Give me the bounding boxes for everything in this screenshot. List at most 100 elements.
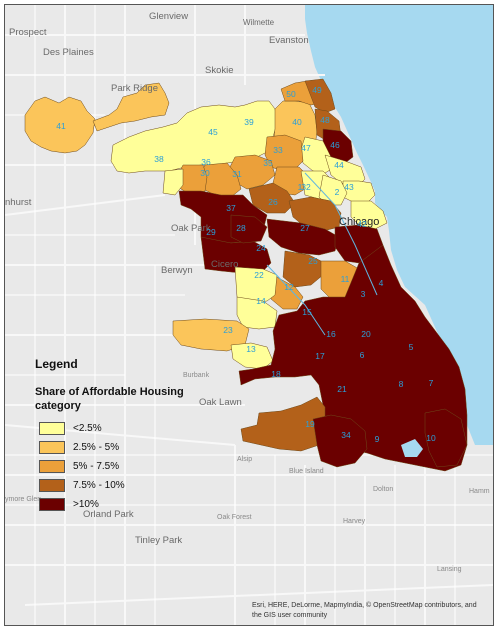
ward-number: 18 — [271, 369, 281, 379]
place-label: Prospect — [9, 27, 47, 38]
ward-number: 21 — [337, 384, 347, 394]
ward-34[interactable] — [312, 414, 368, 468]
ward-number: 26 — [268, 197, 278, 207]
map-canvas[interactable]: Glenview Wilmette Prospect Evanston Des … — [5, 5, 493, 625]
legend-label: >10% — [73, 499, 99, 510]
ward-number: 12 — [284, 282, 294, 292]
place-label: Evanston — [269, 35, 309, 46]
place-label: Des Plaines — [43, 47, 94, 58]
ward-number: 11 — [341, 274, 350, 284]
ward-41[interactable] — [24, 96, 96, 154]
ward-25[interactable] — [282, 250, 324, 288]
ward-number: 45 — [208, 127, 218, 137]
ward-number: 43 — [344, 182, 354, 192]
ward-number: 38 — [154, 154, 164, 164]
place-label: Chicago — [339, 216, 379, 228]
ward-number: 35 — [263, 158, 273, 168]
lake-calumet — [401, 439, 423, 457]
ward-number: 8 — [399, 379, 404, 389]
ward-number: 9 — [375, 434, 380, 444]
ward-49[interactable] — [304, 78, 336, 114]
ward-number: 47 — [301, 143, 311, 153]
place-label: Tinley Park — [135, 535, 182, 546]
legend-item: 7.5% - 10% — [35, 476, 215, 495]
legend: Legend Share of Affordable Housing categ… — [35, 357, 215, 514]
legend-swatch — [39, 460, 65, 473]
legend-subtitle: Share of Affordable Housing category — [35, 386, 184, 412]
ward-number: 46 — [330, 140, 340, 150]
legend-item: <2.5% — [35, 419, 215, 438]
ward-10[interactable] — [424, 408, 468, 468]
map-attribution: Esri, HERE, DeLorme, MapmyIndia, © OpenS… — [252, 602, 477, 619]
ward-36[interactable] — [162, 168, 184, 196]
ward-number-labels: 1 2 3 4 5 6 7 8 9 10 11 12 13 14 15 16 1… — [56, 85, 436, 444]
ward-number: 19 — [305, 419, 315, 429]
place-label: Glenview — [149, 11, 188, 22]
ward-number: 1 — [298, 182, 303, 192]
map-frame: Glenview Wilmette Prospect Evanston Des … — [4, 4, 494, 626]
ward-2[interactable] — [318, 174, 348, 206]
ward-number: 2 — [335, 187, 340, 197]
place-labels: Glenview Wilmette Prospect Evanston Des … — [5, 11, 490, 573]
ward-number: 49 — [312, 85, 322, 95]
ward-42[interactable] — [350, 200, 388, 230]
place-label: Blue Island — [289, 468, 324, 475]
ward-number: 5 — [409, 342, 414, 352]
legend-swatch — [39, 498, 65, 511]
ward-number: 34 — [341, 430, 351, 440]
ward-number: 17 — [315, 351, 325, 361]
legend-label: 2.5% - 5% — [73, 442, 120, 453]
ward-13[interactable] — [230, 342, 274, 370]
ward-number: 50 — [286, 89, 296, 99]
place-label: nhurst — [5, 197, 32, 208]
ward-number: 28 — [236, 223, 246, 233]
ward-number: 16 — [326, 329, 336, 339]
ward-number: 44 — [334, 160, 344, 170]
ward-number: 14 — [256, 296, 266, 306]
ward-12[interactable] — [270, 274, 304, 310]
legend-title: Legend — [35, 357, 78, 371]
ward-27[interactable] — [266, 218, 340, 256]
ward-26[interactable] — [248, 182, 296, 214]
ward-number: 3 — [361, 289, 366, 299]
legend-label: 7.5% - 10% — [73, 480, 125, 491]
ward-19[interactable] — [240, 396, 326, 452]
ward-number: 37 — [226, 203, 236, 213]
ward-number: 22 — [254, 270, 264, 280]
ward-number: 25 — [308, 256, 318, 266]
place-label: Cicero — [211, 259, 238, 270]
ward-number: 7 — [429, 378, 434, 388]
ward-number: 27 — [300, 223, 310, 233]
ward-43[interactable] — [342, 180, 376, 204]
ward-28[interactable] — [230, 214, 268, 244]
place-label: Oak Park — [171, 223, 211, 234]
place-label: Hamm — [469, 488, 490, 495]
ward-14[interactable] — [236, 296, 278, 330]
ward-polygons — [24, 78, 468, 472]
ward-41b[interactable] — [92, 82, 170, 132]
place-label: Park Ridge — [111, 83, 158, 94]
place-label: Dolton — [373, 486, 393, 493]
ward-number: 31 — [232, 169, 242, 179]
place-label: Oak Lawn — [199, 397, 242, 408]
ward-number: 30 — [200, 168, 210, 178]
place-label: Berwyn — [161, 265, 193, 276]
ward-number: 10 — [426, 433, 436, 443]
legend-item: 5% - 7.5% — [35, 457, 215, 476]
legend-label: 5% - 7.5% — [73, 461, 120, 472]
place-label: Burbank — [183, 372, 210, 379]
ward-number: 23 — [223, 325, 233, 335]
legend-swatch — [39, 441, 65, 454]
ward-number: 15 — [302, 307, 312, 317]
ward-number: 48 — [320, 115, 330, 125]
place-label: Harvey — [343, 518, 366, 525]
legend-swatch — [39, 479, 65, 492]
place-label: Orland Park — [83, 509, 134, 520]
ward-number: 20 — [361, 329, 371, 339]
ward-number: 36 — [201, 157, 211, 167]
place-label: ymore Glen — [5, 496, 41, 503]
ward-number: 13 — [246, 344, 256, 354]
place-label: Alsip — [237, 456, 252, 463]
ward-number: 29 — [206, 227, 216, 237]
ward-number: 32 — [301, 182, 311, 192]
